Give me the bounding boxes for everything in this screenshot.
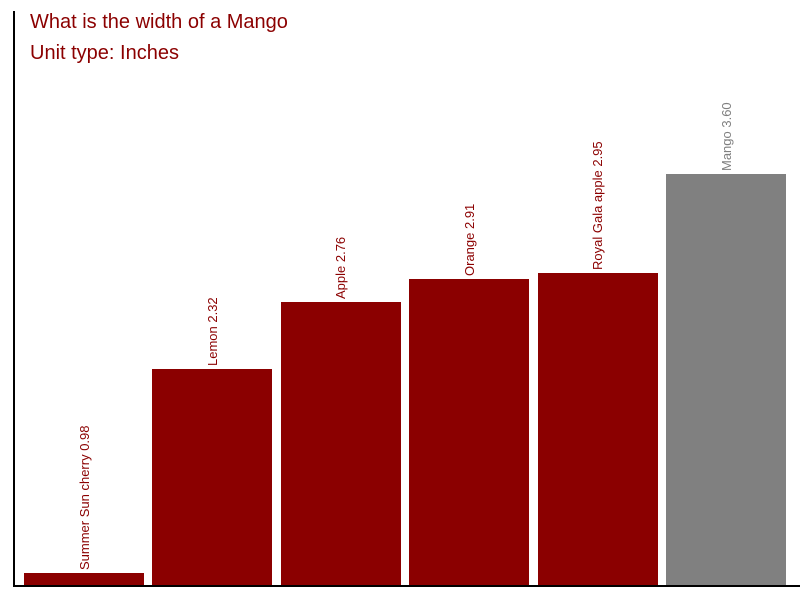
bar-summer-sun-cherry xyxy=(24,572,144,585)
bar-label-orange: Orange 2.91 xyxy=(461,203,477,277)
bar-royal-gala-apple xyxy=(537,273,658,585)
bar-label-lemon: Lemon 2.32 xyxy=(204,297,220,366)
y-axis-line xyxy=(13,11,15,587)
bar-label-mango: Mango 3.60 xyxy=(718,102,734,172)
chart-title: What is the width of a Mango xyxy=(30,11,288,33)
bar-label-royal-gala-apple: Royal Gala apple 2.95 xyxy=(590,141,606,271)
bar-label-summer-sun-cherry: Summer Sun cherry 0.98 xyxy=(76,425,92,570)
bar-orange xyxy=(409,279,530,585)
bar-apple xyxy=(280,302,401,585)
x-axis-line xyxy=(13,585,800,587)
bar-lemon xyxy=(152,368,273,585)
chart-subtitle: Unit type: Inches xyxy=(30,42,179,64)
bar-label-apple: Apple 2.76 xyxy=(333,236,349,300)
bar-mango xyxy=(666,174,786,585)
